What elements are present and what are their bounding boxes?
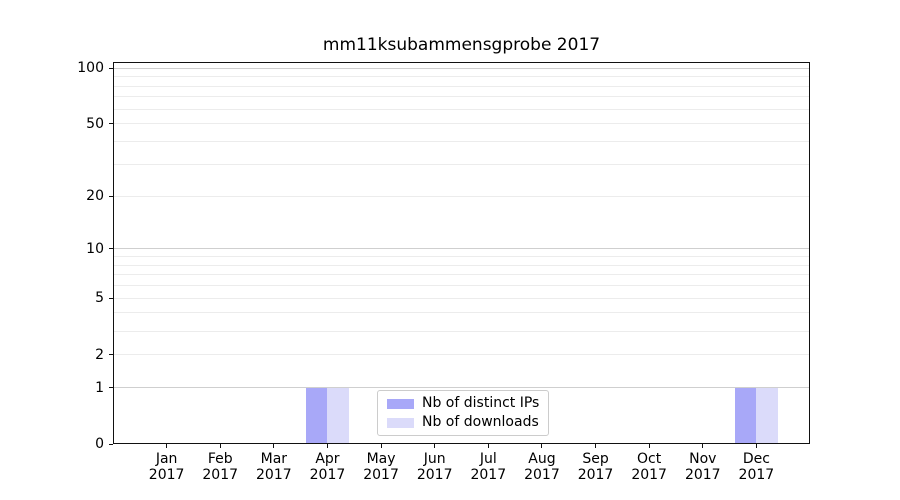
legend-label-downloads: Nb of downloads [422,414,539,430]
x-tick-label-line: 2017 [738,467,775,483]
x-tick-label-dec-2017: Dec 2017 [721,451,791,483]
x-tick-label-jan-2017: Jan 2017 [132,451,202,483]
legend-item-distinct-ips: Nb of distinct IPs [387,395,539,412]
x-tick-label-line: 2017 [577,467,614,483]
bar-nb-of-distinct-ips-apr-2017 [306,387,328,444]
x-tick-label-line: 2017 [416,467,453,483]
x-tick-label-line: 2017 [524,467,560,483]
gridline-5 [114,297,809,299]
legend-label-distinct-ips: Nb of distinct IPs [422,395,540,411]
gridline-6 [114,285,809,287]
x-tick-jun-2017 [434,444,436,448]
x-tick-label-line: 2017 [631,467,667,483]
bar-nb-of-distinct-ips-dec-2017 [734,387,757,444]
x-tick-label-line: 2017 [202,467,239,483]
gridline-30 [114,163,809,165]
y-tick-1 [109,387,113,389]
x-tick-oct-2017 [648,444,650,448]
gridline-1 [114,387,809,389]
gridline-50 [114,123,809,125]
legend-swatch-downloads [387,417,414,428]
x-tick-label-line: 2017 [470,467,507,483]
x-tick-label-line: 2017 [309,467,346,483]
y-tick-label-20: 20 [86,188,104,205]
y-tick-label-50: 50 [86,115,104,132]
gridline-7 [114,274,809,276]
y-tick-label-1: 1 [95,379,104,396]
legend: Nb of distinct IPs Nb of downloads [377,390,550,436]
x-tick-label-line: Nov [689,451,717,467]
bar-nb-of-downloads-dec-2017 [756,387,778,444]
y-tick-label-10: 10 [86,240,104,257]
x-tick-apr-2017 [326,444,328,448]
x-tick-may-2017 [380,444,382,448]
x-tick-aug-2017 [541,444,543,448]
x-tick-label-oct-2017: Oct 2017 [614,451,684,483]
gridline-10 [114,248,809,250]
x-tick-label-line: Apr [315,451,340,467]
y-tick-100 [109,67,113,69]
y-tick-2 [109,354,113,356]
x-tick-label-apr-2017: Apr 2017 [292,451,362,483]
y-tick-label-5: 5 [95,290,104,307]
x-tick-label-line: Sep [582,451,609,467]
gridline-4 [114,312,809,314]
gridline-70 [114,96,809,98]
gridline-8 [114,264,809,266]
gridline-9 [114,256,809,257]
x-tick-label-nov-2017: Nov 2017 [668,451,738,483]
x-tick-label-mar-2017: Mar 2017 [239,451,309,483]
x-tick-mar-2017 [273,444,275,448]
y-tick-5 [109,297,113,299]
gridline-60 [114,108,809,110]
x-tick-sep-2017 [595,444,597,448]
gridline-80 [114,85,809,87]
x-tick-label-line: 2017 [363,467,399,483]
x-tick-label-may-2017: May 2017 [346,451,416,483]
x-tick-label-jul-2017: Jul 2017 [453,451,523,483]
gridline-3 [114,330,809,332]
x-tick-label-line: 2017 [256,467,292,483]
x-tick-label-line: 2017 [148,467,185,483]
bar-nb-of-downloads-apr-2017 [327,387,349,444]
gridline-2 [114,354,809,356]
x-tick-label-line: Aug [528,451,556,467]
legend-swatch-distinct-ips [387,398,414,409]
y-tick-10 [109,248,113,250]
gridline-40 [114,141,809,143]
x-tick-nov-2017 [702,444,704,448]
y-tick-20 [109,195,113,197]
x-tick-label-line: Jul [479,451,497,467]
x-tick-label-line: Feb [207,451,233,467]
x-tick-label-line: Jan [155,451,178,467]
y-tick-label-0: 0 [95,436,104,452]
x-tick-label-line: Jun [423,451,446,467]
x-tick-label-line: 2017 [684,467,721,483]
x-tick-dec-2017 [755,444,757,448]
y-tick-label-100: 100 [77,60,104,77]
gridline-20 [114,195,809,197]
x-tick-jul-2017 [487,444,489,448]
x-tick-jan-2017 [166,444,168,448]
x-tick-label-line: Oct [637,451,662,467]
y-tick-50 [109,123,113,125]
x-tick-label-jun-2017: Jun 2017 [400,451,470,483]
x-tick-label-line: Dec [742,451,770,467]
x-tick-label-aug-2017: Aug 2017 [507,451,577,483]
gridline-90 [114,76,809,78]
legend-item-downloads: Nb of downloads [387,414,539,431]
x-tick-label-line: Mar [260,451,288,467]
gridline-100 [114,67,809,69]
y-tick-0 [109,443,113,445]
x-tick-label-line: May [366,451,396,467]
y-tick-label-2: 2 [95,346,104,363]
x-tick-label-feb-2017: Feb 2017 [185,451,255,483]
x-tick-label-sep-2017: Sep 2017 [561,451,631,483]
x-tick-feb-2017 [219,444,221,448]
chart-title: mm11ksubammensgprobe 2017 [322,35,601,55]
